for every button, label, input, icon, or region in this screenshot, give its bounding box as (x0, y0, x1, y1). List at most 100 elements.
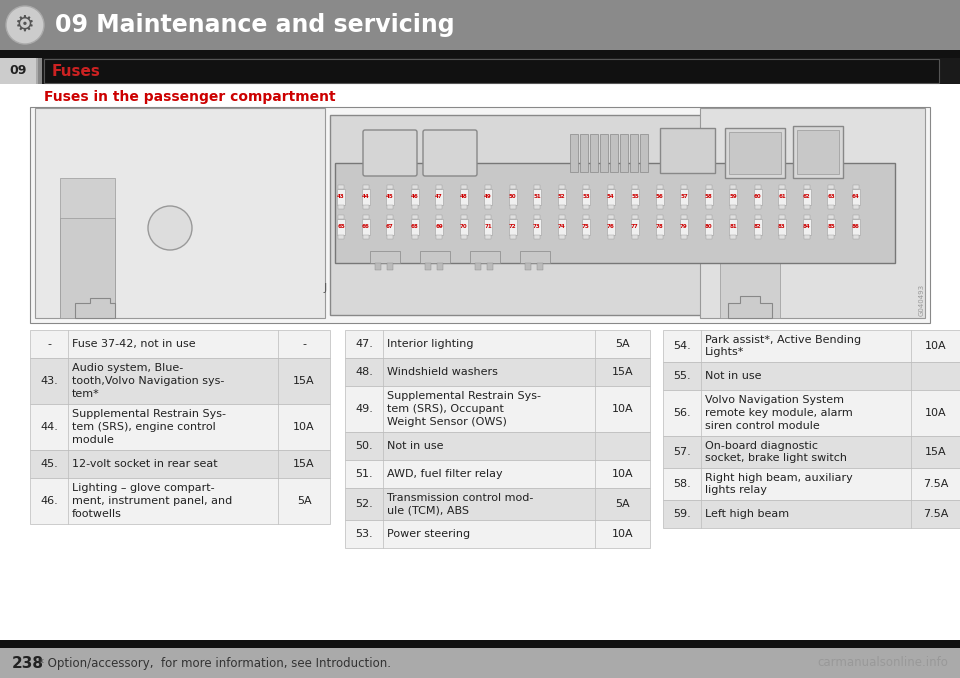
Text: 44.: 44. (40, 422, 58, 432)
Bar (705, 189, 712, 205)
Text: 75: 75 (582, 224, 589, 229)
Bar (754, 219, 761, 235)
Text: 47.: 47. (355, 339, 372, 349)
Text: tooth,Volvo Navigation sys-: tooth,Volvo Navigation sys- (72, 376, 225, 386)
Bar (583, 235, 589, 239)
Text: 46: 46 (411, 195, 419, 199)
Bar (370, 251, 400, 263)
Bar (485, 215, 491, 219)
Text: 43: 43 (337, 195, 345, 199)
Bar (435, 219, 443, 235)
Text: 80: 80 (705, 224, 712, 229)
Bar (680, 189, 688, 205)
Text: 67: 67 (386, 224, 394, 229)
Bar (778, 219, 786, 235)
Bar (608, 205, 613, 209)
Bar (44, 59, 939, 83)
Bar (720, 188, 780, 318)
Text: 79: 79 (680, 224, 688, 229)
Text: 76: 76 (607, 224, 614, 229)
Bar (520, 251, 550, 263)
Text: 81: 81 (730, 224, 737, 229)
Bar (681, 235, 687, 239)
Text: Transmission control mod-: Transmission control mod- (387, 493, 534, 502)
Bar (793, 126, 843, 178)
Text: 85: 85 (828, 224, 835, 229)
Bar (730, 205, 736, 209)
Text: 54: 54 (607, 195, 614, 199)
Text: 09: 09 (10, 64, 27, 77)
Text: 53: 53 (582, 195, 589, 199)
Text: 86: 86 (852, 224, 859, 229)
Bar (411, 189, 419, 205)
Bar (725, 128, 785, 178)
Bar (827, 189, 835, 205)
Bar (461, 215, 467, 219)
Text: socket, brake light switch: socket, brake light switch (705, 454, 847, 463)
Bar (803, 189, 810, 205)
Text: ment, instrument panel, and: ment, instrument panel, and (72, 496, 232, 506)
Bar (345, 432, 650, 460)
Text: Not in use: Not in use (705, 371, 761, 381)
Bar (0, 58, 36, 84)
Bar (387, 215, 393, 219)
Text: Lighting – glove compart-: Lighting – glove compart- (72, 483, 215, 493)
Text: 64: 64 (852, 195, 859, 199)
Bar (335, 163, 895, 263)
Bar (804, 235, 809, 239)
Text: Supplemental Restrain Sys-: Supplemental Restrain Sys- (72, 409, 226, 419)
Bar (436, 235, 442, 239)
Bar (534, 215, 540, 219)
Bar (755, 205, 760, 209)
Bar (412, 215, 418, 219)
Bar (828, 205, 834, 209)
Text: * Option/accessory,  for more information, see Introduction.: * Option/accessory, for more information… (38, 656, 391, 669)
Bar (559, 185, 564, 189)
Text: 10A: 10A (612, 404, 634, 414)
Bar (386, 189, 394, 205)
FancyBboxPatch shape (363, 130, 417, 176)
Text: 238: 238 (12, 656, 44, 671)
Bar (510, 185, 516, 189)
Bar (804, 215, 809, 219)
Text: J: J (324, 283, 326, 293)
Text: 73: 73 (533, 224, 540, 229)
Bar (411, 219, 419, 235)
Bar (375, 263, 381, 270)
Bar (730, 185, 736, 189)
Text: tem*: tem* (72, 389, 100, 399)
Bar (484, 219, 492, 235)
Text: 09 Maintenance and servicing: 09 Maintenance and servicing (55, 13, 455, 37)
Bar (337, 219, 345, 235)
Bar (681, 205, 687, 209)
Text: 82: 82 (754, 224, 761, 229)
Bar (338, 205, 344, 209)
Bar (345, 358, 650, 386)
Text: 10A: 10A (924, 341, 947, 351)
Bar (590, 134, 598, 172)
Bar (345, 460, 650, 488)
Bar (487, 263, 493, 270)
Text: 15A: 15A (924, 447, 947, 457)
Bar (60, 218, 115, 318)
Bar (828, 215, 834, 219)
Bar (608, 185, 613, 189)
Bar (852, 219, 859, 235)
Bar (852, 185, 858, 189)
Text: 55.: 55. (673, 371, 691, 381)
Bar (345, 386, 650, 432)
Bar (30, 358, 330, 404)
Bar (537, 263, 543, 270)
Bar (30, 478, 330, 524)
Text: 57: 57 (680, 195, 688, 199)
Text: 43.: 43. (40, 376, 58, 386)
Bar (657, 205, 662, 209)
Circle shape (148, 206, 192, 250)
Bar (412, 185, 418, 189)
Polygon shape (75, 298, 115, 318)
Bar (436, 205, 442, 209)
Text: -: - (47, 339, 51, 349)
Text: 49: 49 (484, 195, 492, 199)
Bar (779, 205, 785, 209)
Text: Windshield washers: Windshield washers (387, 367, 498, 377)
